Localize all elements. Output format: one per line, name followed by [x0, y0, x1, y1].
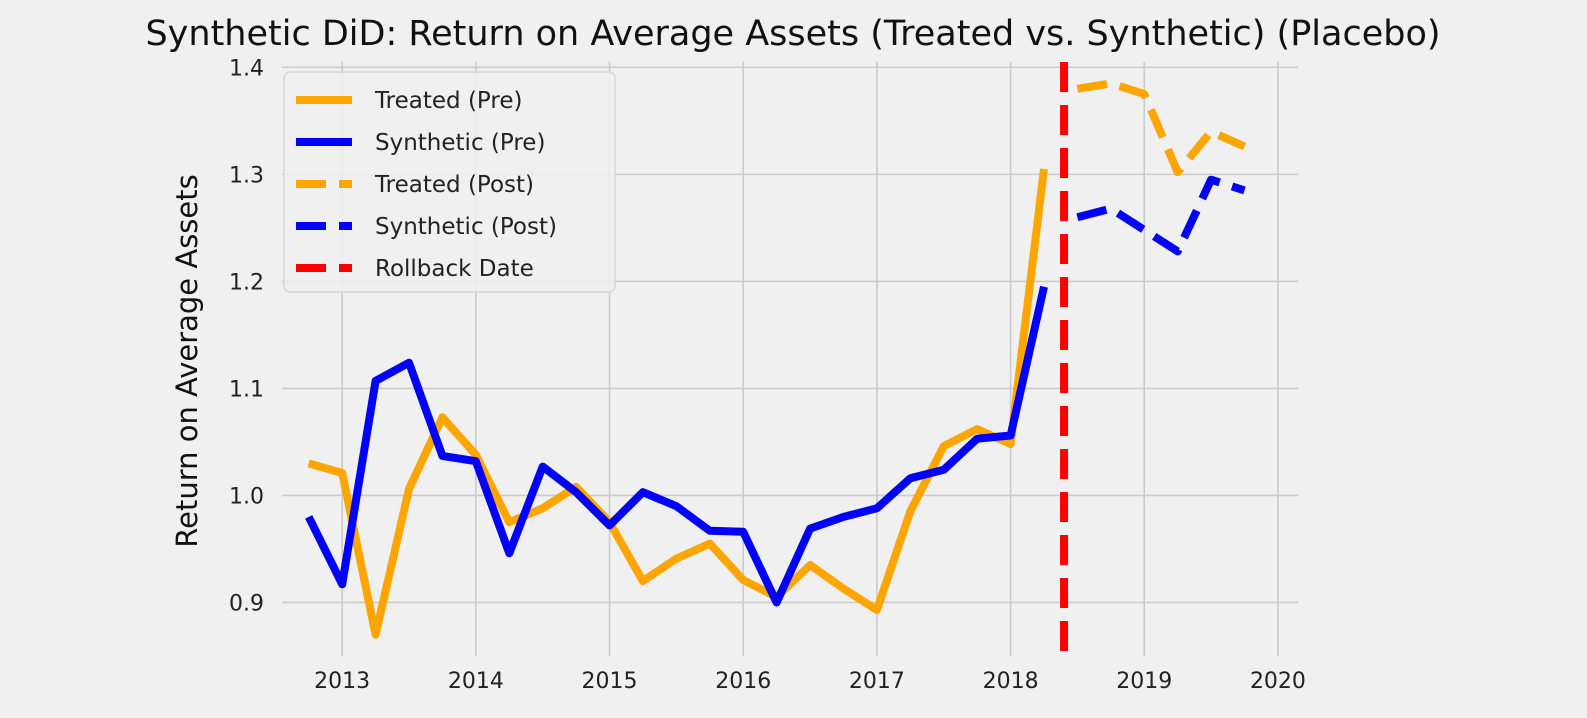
- series-line-treated-pre: [307, 168, 1048, 639]
- y-tick-label: 1.3: [229, 163, 264, 188]
- legend-label-rollback-date: Rollback Date: [375, 256, 534, 282]
- series-line-synthetic-post: [1076, 175, 1246, 256]
- series-layer: [305, 79, 1247, 639]
- x-tick-label: 2019: [1116, 669, 1172, 694]
- y-tick-label: 1.2: [229, 270, 264, 295]
- y-tick-label: 1.4: [229, 56, 264, 81]
- y-tick-label: 1.0: [229, 484, 264, 509]
- x-tick-label: 2018: [983, 669, 1039, 694]
- x-tick-label: 2016: [715, 669, 771, 694]
- legend: Treated (Pre) Synthetic (Pre) Treated (Pos…: [283, 71, 616, 293]
- x-tick-label: 2013: [314, 669, 370, 694]
- legend-label-synthetic-post: Synthetic (Post): [375, 214, 557, 240]
- x-axis: 2013 2014 2015 2016 2017 2018 2019 2020: [314, 669, 1306, 694]
- legend-label-synthetic-pre: Synthetic (Pre): [375, 130, 545, 156]
- legend-box: [283, 71, 616, 293]
- x-tick-label: 2017: [849, 669, 905, 694]
- legend-label-treated-pre: Treated (Pre): [374, 88, 522, 114]
- y-tick-label: 1.1: [229, 377, 264, 402]
- series-line-synthetic-pre: [305, 285, 1048, 607]
- y-axis: 0.9 1.0 1.1 1.2 1.3 1.4: [229, 56, 264, 616]
- x-tick-label: 2015: [582, 669, 638, 694]
- x-tick-label: 2020: [1250, 669, 1306, 694]
- legend-label-treated-post: Treated (Post): [374, 172, 534, 198]
- chart-title: Synthetic DiD: Return on Average Assets …: [145, 14, 1440, 54]
- y-axis-label: Return on Average Assets: [170, 174, 204, 547]
- x-tick-label: 2014: [448, 669, 504, 694]
- series-line-treated-post: [1076, 79, 1247, 177]
- y-tick-label: 0.9: [229, 591, 264, 616]
